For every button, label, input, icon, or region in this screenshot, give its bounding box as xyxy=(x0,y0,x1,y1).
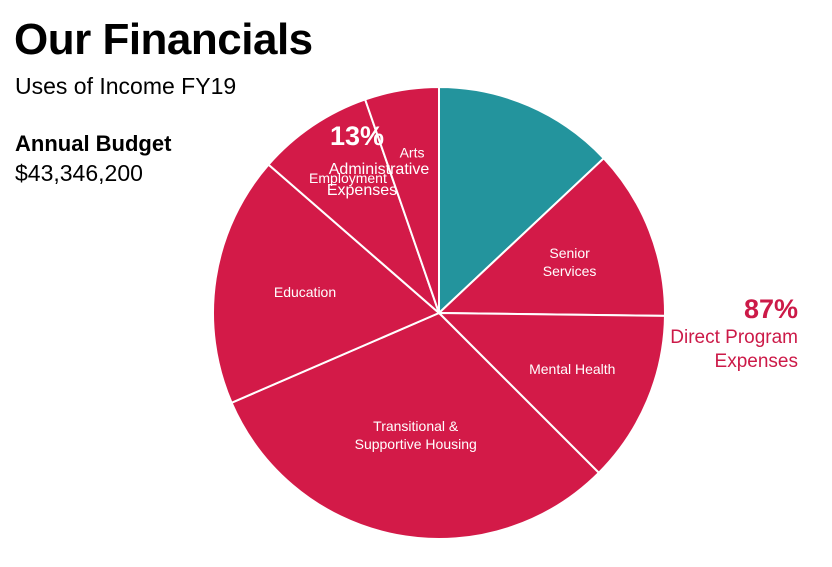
administrative-label-line1: Administrative xyxy=(329,161,430,178)
pie-slice-arts xyxy=(363,85,440,314)
direct-program-callout: 87% Direct Program Expenses xyxy=(670,292,798,374)
pie-slice-mental-health xyxy=(436,311,666,475)
pie-slices xyxy=(212,85,666,540)
pie-slice-labels: Senior Services Mental Health Transitional … xyxy=(274,145,616,453)
pie-slice-senior-services xyxy=(436,156,666,317)
annual-budget-value: $43,346,200 xyxy=(15,160,143,186)
slice-label-education: Education xyxy=(274,284,336,300)
direct-program-label-line1: Direct Program xyxy=(670,327,798,348)
slice-label-senior-services: Senior Services xyxy=(543,245,597,279)
pie-slice-employment xyxy=(267,98,442,317)
chart-subtitle: Uses of Income FY19 xyxy=(15,73,237,99)
administrative-label-line2: Expenses xyxy=(327,182,397,199)
slice-label-employment: Employment xyxy=(309,170,387,186)
pie-slice-education xyxy=(212,163,441,405)
direct-program-label-line2: Expenses xyxy=(714,351,798,372)
slice-label-arts: Arts xyxy=(400,145,425,161)
pie-slice-administrative-expenses xyxy=(438,85,606,316)
slice-label-mental-health: Mental Health xyxy=(529,361,615,377)
administrative-percent-label: 13% xyxy=(330,121,384,151)
direct-program-percent: 87% xyxy=(743,294,798,324)
annual-budget-label: Annual Budget xyxy=(15,131,172,156)
slice-label-transitional-and-supportive-housing: Transitional & Supportive Housing xyxy=(355,418,477,452)
page-title: Our Financials xyxy=(14,15,313,64)
pie-slice-transitional-and-supportive-housing xyxy=(230,311,601,540)
